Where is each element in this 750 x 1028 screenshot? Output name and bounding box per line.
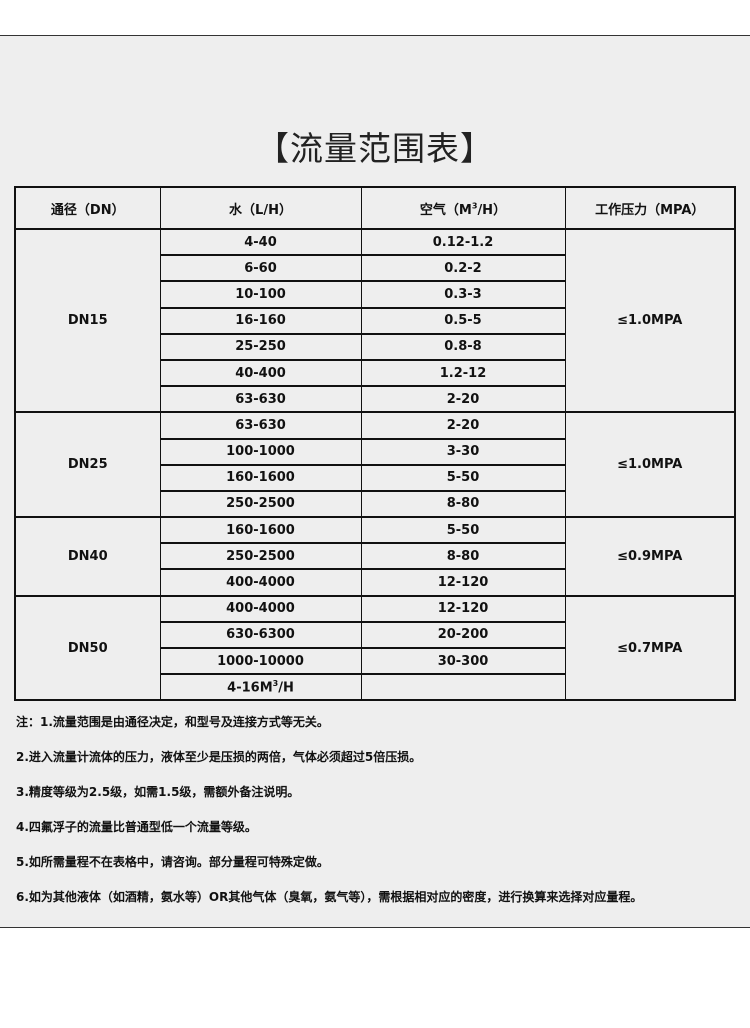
pressure-cell: ≤0.7MPA bbox=[564, 594, 736, 701]
air-cell: 0.3-3 bbox=[360, 280, 566, 309]
water-cell: 16-160 bbox=[159, 306, 362, 335]
dn-cell: DN40 bbox=[14, 516, 161, 597]
air-cell: 8-80 bbox=[360, 542, 566, 570]
table-row: 630-6300 20-200 bbox=[15, 620, 735, 649]
water-cell: 100-1000 bbox=[159, 437, 362, 466]
water-cell: 630-6300 bbox=[159, 620, 362, 649]
water-cell: 1000-10000 bbox=[159, 646, 362, 675]
table-row: 10-100 0.3-3 bbox=[15, 280, 735, 309]
air-cell: 3-30 bbox=[360, 437, 566, 466]
header-air: 空气（M3/H） bbox=[360, 186, 566, 230]
water-cell: 160-1600 bbox=[159, 516, 362, 544]
water-cell: 40-400 bbox=[159, 358, 362, 387]
table-row: 63-630 2-20 bbox=[15, 385, 735, 413]
air-cell: 2-20 bbox=[360, 411, 566, 440]
water-cell: 4-16M3/H bbox=[159, 673, 362, 701]
water-cell: 250-2500 bbox=[159, 542, 362, 570]
pressure-cell: ≤0.9MPA bbox=[564, 516, 736, 597]
water-cell: 160-1600 bbox=[159, 463, 362, 492]
air-cell: 0.2-2 bbox=[360, 254, 566, 282]
table-row: 4-16M3/H bbox=[15, 673, 735, 701]
table-row: DN50 400-4000 12-120 ≤0.7MPA bbox=[14, 594, 736, 701]
note-2: 2.进入流量计流体的压力，液体至少是压损的两倍，气体必须超过5倍压损。 bbox=[16, 750, 422, 764]
flow-range-table: 通径（DN） 水（L/H） 空气（M3/H） 工作压力（MPA） DN15 4-4… bbox=[14, 186, 736, 702]
header-pressure: 工作压力（MPA） bbox=[564, 186, 736, 230]
note-5: 5.如所需量程不在表格中，请咨询。部分量程可特殊定做。 bbox=[16, 855, 329, 869]
note-6: 6.如为其他液体（如酒精，氨水等）OR其他气体（臭氧，氨气等），需根据相对应的密… bbox=[16, 890, 643, 904]
header-water: 水（L/H） bbox=[159, 186, 362, 230]
note-3: 3.精度等级为2.5级，如需1.5级，需额外备注说明。 bbox=[16, 785, 300, 799]
air-cell: 8-80 bbox=[360, 489, 566, 518]
water-cell: 400-4000 bbox=[159, 594, 362, 623]
water-cell: 4-40 bbox=[159, 227, 362, 256]
air-cell: 5-50 bbox=[360, 516, 566, 544]
table-row: 400-4000 12-120 bbox=[15, 568, 735, 597]
table-row: 40-400 1.2-12 bbox=[15, 358, 735, 387]
dn-cell: DN25 bbox=[14, 411, 161, 518]
water-cell: 25-250 bbox=[159, 332, 362, 361]
water-cell: 400-4000 bbox=[159, 568, 362, 597]
header-dn: 通径（DN） bbox=[14, 186, 161, 230]
water-cell: 63-630 bbox=[159, 385, 362, 413]
table-row: 250-2500 8-80 bbox=[15, 542, 735, 570]
table-row: DN40 160-1600 5-50 ≤0.9MPA bbox=[14, 516, 736, 597]
note-1: 注：1.流量范围是由通径决定，和型号及连接方式等无关。 bbox=[16, 715, 329, 729]
water-cell: 250-2500 bbox=[159, 489, 362, 518]
air-cell: 20-200 bbox=[360, 620, 566, 649]
page-title: 【流量范围表】 bbox=[256, 129, 494, 168]
air-cell: 1.2-12 bbox=[360, 358, 566, 387]
air-cell: 12-120 bbox=[360, 594, 566, 623]
table-header-row: 通径（DN） 水（L/H） 空气（M3/H） 工作压力（MPA） bbox=[14, 186, 736, 230]
table-row: 160-1600 5-50 bbox=[15, 463, 735, 492]
water-cell: 10-100 bbox=[159, 280, 362, 309]
table-row: 100-1000 3-30 bbox=[15, 437, 735, 466]
air-cell: 30-300 bbox=[360, 646, 566, 675]
table-row: DN25 63-630 2-20 ≤1.0MPA bbox=[14, 411, 736, 518]
water-cell: 6-60 bbox=[159, 254, 362, 282]
note-4: 4.四氟浮子的流量比普通型低一个流量等级。 bbox=[16, 820, 257, 834]
water-cell: 63-630 bbox=[159, 411, 362, 440]
dn-cell: DN50 bbox=[14, 594, 161, 701]
air-cell: 12-120 bbox=[360, 568, 566, 597]
dn-cell: DN15 bbox=[14, 227, 161, 413]
air-cell bbox=[360, 673, 566, 701]
air-cell: 0.5-5 bbox=[360, 306, 566, 335]
air-cell: 5-50 bbox=[360, 463, 566, 492]
table-row: DN15 4-40 0.12-1.2 ≤1.0MPA bbox=[14, 227, 736, 413]
table-row: 1000-10000 30-300 bbox=[15, 646, 735, 675]
air-cell: 2-20 bbox=[360, 385, 566, 413]
table-row: 16-160 0.5-5 bbox=[15, 306, 735, 335]
pressure-cell: ≤1.0MPA bbox=[564, 227, 736, 413]
air-cell: 0.12-1.2 bbox=[360, 227, 566, 256]
pressure-cell: ≤1.0MPA bbox=[564, 411, 736, 518]
air-cell: 0.8-8 bbox=[360, 332, 566, 361]
notes: 注：1.流量范围是由通径决定，和型号及连接方式等无关。 2.进入流量计流体的压力… bbox=[16, 714, 642, 924]
